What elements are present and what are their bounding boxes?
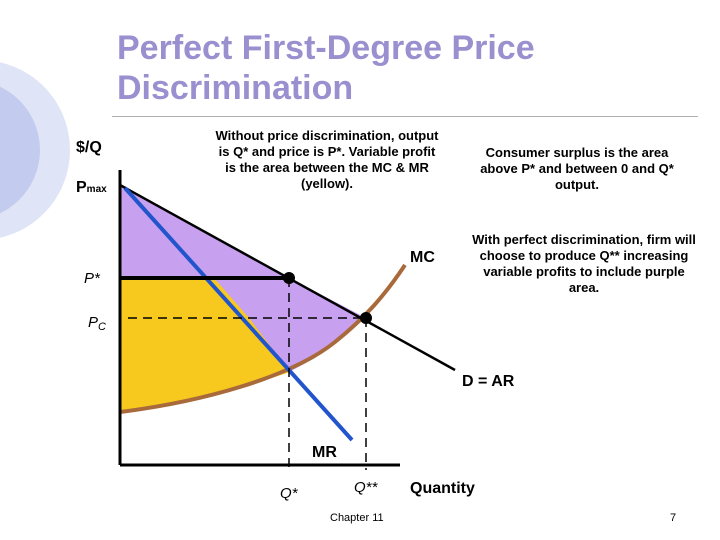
q-star-label: Q* [280, 485, 299, 502]
mc-curve [119, 263, 407, 414]
q-double-star-label: Q** [354, 479, 379, 496]
footer-chapter: Chapter 11 [330, 512, 384, 524]
point-p-star [283, 272, 295, 284]
title-line-2: Discrimination [117, 69, 354, 107]
p-max-sub: max [87, 184, 107, 195]
mr-curve [123, 186, 354, 442]
mr-label: MR [312, 444, 337, 461]
pc-label: PC [88, 314, 106, 333]
p-max-label: Pmax [76, 179, 107, 196]
y-axis-label: $/Q [76, 139, 102, 156]
p-star-label: P* [84, 270, 101, 287]
slide-title: Perfect First-Degree Price Discriminatio… [117, 28, 677, 108]
note-without-discrimination: Without price discrimination, output is … [215, 128, 439, 191]
title-divider [112, 116, 698, 117]
pc-sub: C [98, 321, 106, 333]
footer-page-number: 7 [670, 512, 677, 524]
left-decoration [0, 62, 70, 238]
point-pc [360, 312, 372, 324]
title-line-1: Perfect First-Degree Price [117, 29, 535, 67]
note-consumer-surplus: Consumer surplus is the area above P* an… [480, 145, 674, 192]
mc-label: MC [410, 249, 435, 266]
demand-label: D = AR [462, 373, 515, 390]
decor-circle-inner [0, 86, 40, 214]
note-with-discrimination: With perfect discrimination, firm will c… [472, 232, 696, 295]
yellow-area-overlay [120, 278, 290, 412]
x-axis-label: Quantity [410, 480, 475, 497]
